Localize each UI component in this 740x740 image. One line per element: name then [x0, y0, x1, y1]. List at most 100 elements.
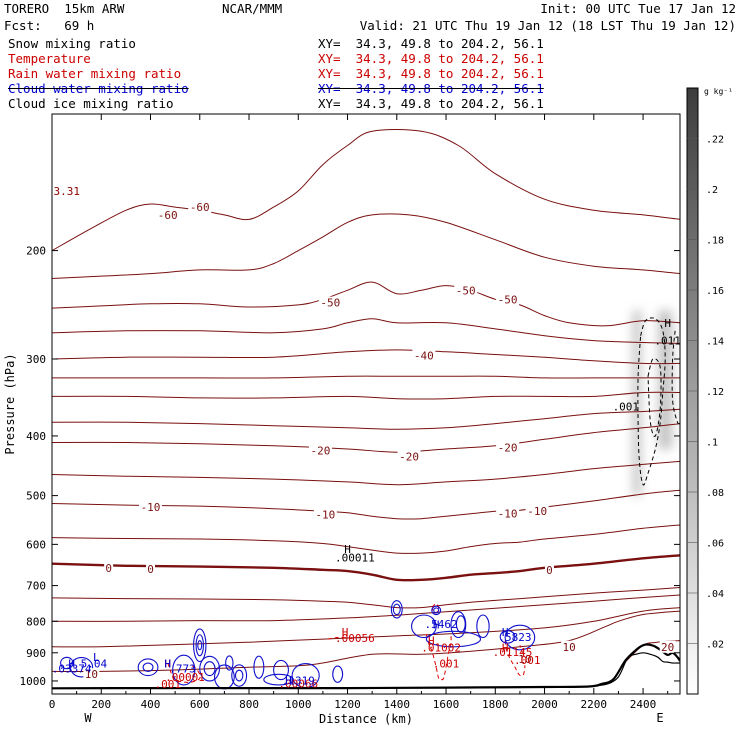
temperature-label-bg	[156, 208, 180, 221]
temperature-contour	[52, 610, 680, 673]
colorbar-tick-label: .2	[706, 185, 718, 196]
x-tick-label: 2400	[630, 698, 657, 711]
rain-contour	[167, 662, 201, 683]
extremum-label: H	[68, 658, 75, 671]
temperature-contour-label: -20	[399, 451, 419, 464]
y-tick-label: 1000	[20, 675, 47, 688]
extremum-label: L	[93, 651, 100, 664]
x-tick-label: 1000	[285, 698, 312, 711]
temperature-contour-label: 20	[661, 641, 674, 654]
colorbar-tick-label: .16	[706, 286, 724, 297]
extremum-label: .01145	[493, 646, 533, 659]
colorbar-tick-label: .22	[706, 135, 724, 146]
temperature-contour-label: -10	[527, 505, 547, 518]
cloud-water-contour	[455, 615, 466, 633]
cloud-water-contour	[273, 659, 289, 681]
extremum-label: .5823	[498, 631, 531, 644]
colorbar-unit: g kg⁻¹	[704, 87, 733, 96]
temperature-contour-label: -40	[414, 349, 434, 362]
temperature-label-bg	[318, 296, 342, 309]
extremum-label: H	[502, 641, 509, 654]
y-tick-label: 400	[26, 430, 46, 443]
temperature-label-bg	[313, 508, 337, 521]
x-tick-label: 400	[141, 698, 161, 711]
temperature-label-bg	[83, 668, 100, 681]
terrain-line	[52, 643, 680, 690]
legend-cloud-water-xy: XY= 34.3, 49.8 to 204.2, 56.1	[318, 81, 544, 96]
temperature-contour	[52, 423, 680, 453]
temperature-contour	[52, 375, 680, 379]
temperature-contour-label: -20	[311, 444, 331, 457]
cloud-water-contour	[142, 662, 154, 672]
extremum-label: .00056	[335, 632, 375, 645]
y-tick-label: 500	[26, 490, 46, 503]
extremum-label: H	[344, 543, 351, 556]
cloud-water-contour	[172, 654, 196, 686]
cloud-ice-shading	[628, 310, 646, 496]
cloud-water-contour	[203, 661, 216, 677]
cloud-water-contour	[263, 673, 294, 686]
snow-contour	[647, 358, 662, 437]
temperature-contour-label: -10	[498, 508, 518, 521]
temperature-contour	[52, 391, 680, 400]
x-tick-label: 2000	[531, 698, 558, 711]
extremum-label: H	[342, 626, 349, 639]
temperature-contour	[52, 460, 680, 486]
temperature-contour	[52, 213, 680, 279]
legend-temperature-xy: XY= 34.3, 49.8 to 204.2, 56.1	[318, 51, 544, 66]
temperature-label-bg	[516, 653, 533, 666]
temperature-contour	[52, 281, 680, 327]
cloud-water-contour	[137, 658, 159, 677]
x-tick-label: 800	[239, 698, 259, 711]
cloud-water-contour	[499, 630, 516, 644]
temperature-contour-label: 0	[546, 564, 553, 577]
extremum-label: .001	[613, 400, 640, 413]
temperature-label-bg	[561, 640, 578, 653]
extremum-label: .00066	[278, 678, 318, 691]
legend-rain-label: Rain water mixing ratio	[8, 66, 182, 81]
temperature-contour-label: -10	[315, 509, 335, 522]
legend-temperature-label: Temperature	[8, 51, 91, 66]
y-axis-label: Pressure (hPa)	[3, 353, 17, 454]
x-tick-label: 200	[91, 698, 111, 711]
cloud-water-contour	[234, 669, 244, 682]
cloud-water-contour	[433, 607, 440, 614]
y-tick-label: 900	[26, 647, 46, 660]
temperature-label-bg	[496, 441, 520, 454]
extremum-label: H	[285, 674, 292, 687]
colorbar-tick-label: .06	[706, 539, 724, 550]
x-tick-label: 600	[190, 698, 210, 711]
colorbar-tick-label: .14	[706, 337, 724, 348]
temperature-contour	[52, 129, 680, 252]
temperature-label-bg	[146, 563, 156, 576]
colorbar-tick-label: .04	[706, 589, 724, 600]
temperature-label-bg	[659, 640, 676, 653]
temperature-contour-label: -10	[141, 501, 161, 514]
extremum-label: .001	[514, 654, 541, 667]
cloud-water-contour	[193, 628, 207, 663]
temperature-contour-label: 0	[147, 563, 154, 576]
temperature-contour	[52, 489, 680, 520]
y-tick-label: 200	[26, 245, 46, 258]
cloud-water-contour	[431, 605, 442, 616]
valid-time: Valid: 21 UTC Thu 19 Jan 12 (18 LST Thu …	[359, 18, 736, 33]
temperature-label-bg	[308, 444, 332, 457]
temperature-contour	[52, 524, 680, 554]
extremum-label: .01002	[421, 642, 461, 655]
center-name: NCAR/MMM	[222, 1, 283, 16]
temperature-contour-label: -50	[498, 293, 518, 306]
cloud-water-contour	[60, 656, 74, 670]
model-title: TORERO 15km ARW	[4, 1, 125, 16]
snow-contour	[671, 330, 680, 425]
temperature-contour-label: 0	[105, 562, 112, 575]
temperature-label-bg	[544, 563, 554, 576]
extremum-label: .5462	[425, 618, 458, 631]
temperature-contour	[52, 607, 680, 648]
cloud-water-contour	[476, 614, 490, 639]
east-end-label: E	[656, 711, 663, 725]
temperature-label-bg	[496, 293, 520, 306]
x-axis-label: Distance (km)	[319, 712, 413, 726]
temperature-contour-label: -60	[158, 209, 178, 222]
extremum-label: .1319	[282, 674, 315, 687]
